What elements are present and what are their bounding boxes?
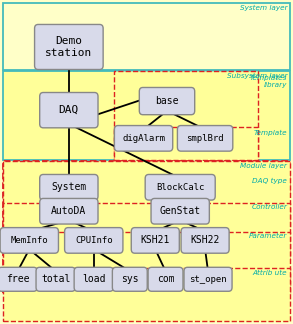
FancyBboxPatch shape (113, 267, 147, 291)
Text: AutoDA: AutoDA (51, 206, 86, 216)
Text: digAlarm: digAlarm (122, 134, 165, 143)
Text: Parameter: Parameter (249, 233, 287, 239)
Text: System: System (51, 182, 86, 192)
Text: base: base (155, 96, 179, 106)
Text: Demo
station: Demo station (45, 36, 93, 58)
Text: com: com (157, 274, 174, 284)
FancyBboxPatch shape (40, 93, 98, 128)
FancyBboxPatch shape (177, 126, 233, 151)
Text: BlockCalc: BlockCalc (156, 183, 205, 192)
Bar (114, 127, 258, 160)
Text: Module layer: Module layer (240, 163, 287, 169)
FancyBboxPatch shape (36, 267, 75, 291)
Text: MemInfo: MemInfo (11, 236, 48, 245)
Bar (3, 71, 290, 160)
Text: Templates
library: Templates library (250, 75, 287, 87)
Bar (3, 3, 290, 70)
Text: Controller: Controller (251, 204, 287, 210)
Text: sys: sys (121, 274, 139, 284)
Text: System layer: System layer (239, 5, 287, 11)
Text: KSH22: KSH22 (190, 236, 220, 245)
FancyBboxPatch shape (181, 227, 229, 253)
Bar (114, 71, 258, 160)
Bar (3, 202, 290, 256)
Text: GenStat: GenStat (160, 206, 201, 216)
Bar (3, 161, 290, 227)
FancyBboxPatch shape (35, 25, 103, 70)
FancyBboxPatch shape (64, 227, 123, 253)
Text: KSH21: KSH21 (141, 236, 170, 245)
Text: free: free (6, 274, 29, 284)
Text: Template: Template (253, 130, 287, 136)
Text: DAQ type: DAQ type (252, 178, 287, 184)
FancyBboxPatch shape (40, 198, 98, 224)
FancyBboxPatch shape (0, 267, 37, 291)
Text: smplBrd: smplBrd (186, 134, 224, 143)
FancyBboxPatch shape (0, 227, 58, 253)
FancyBboxPatch shape (148, 267, 183, 291)
Text: total: total (41, 274, 70, 284)
Bar (3, 232, 290, 293)
FancyBboxPatch shape (139, 87, 195, 115)
FancyBboxPatch shape (131, 227, 179, 253)
Text: load: load (82, 274, 105, 284)
FancyBboxPatch shape (114, 126, 173, 151)
FancyBboxPatch shape (74, 267, 113, 291)
FancyBboxPatch shape (40, 175, 98, 200)
Bar (3, 268, 290, 321)
Text: Subsystem layer: Subsystem layer (226, 73, 287, 79)
FancyBboxPatch shape (145, 175, 215, 200)
Text: Attrib ute: Attrib ute (253, 270, 287, 276)
Bar (3, 161, 290, 293)
FancyBboxPatch shape (184, 267, 232, 291)
Text: st_open: st_open (189, 275, 227, 284)
FancyBboxPatch shape (151, 198, 209, 224)
Text: CPUInfo: CPUInfo (75, 236, 113, 245)
Text: DAQ: DAQ (59, 105, 79, 115)
